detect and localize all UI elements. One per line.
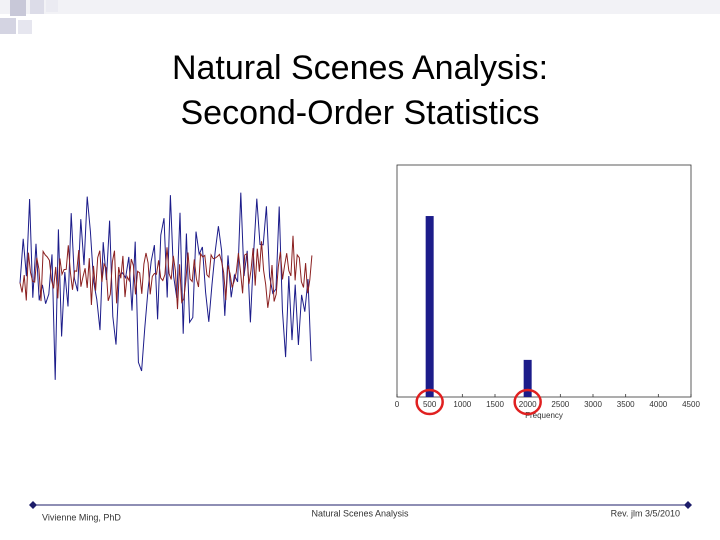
x-tick-label: 4500 [682, 400, 700, 409]
footer-topic: Natural Scenes Analysis [311, 508, 409, 518]
corner-decoration [0, 0, 720, 34]
waveform-trace [19, 235, 313, 310]
footer-rule [29, 501, 692, 509]
waveform-image [19, 192, 313, 380]
x-tick-label: 3000 [584, 400, 602, 409]
slide-title: Second-Order Statistics [180, 94, 539, 132]
slide-title: Natural Scenes Analysis: [172, 49, 548, 87]
x-tick-label: 1000 [453, 400, 471, 409]
x-axis-label: Frequency [525, 411, 563, 420]
bar [523, 359, 532, 397]
footer-author: Vivienne Ming, PhD [42, 512, 121, 522]
x-tick-label: 0 [395, 400, 400, 409]
plot-frame [396, 164, 692, 398]
x-tick-label: 500 [423, 400, 437, 409]
x-tick-label: 1500 [486, 400, 504, 409]
waveform-trace [19, 192, 312, 380]
x-tick-label: 2500 [551, 400, 569, 409]
highlight-circle [415, 388, 444, 416]
highlight-circle [513, 388, 542, 416]
chart: 0 500 1000 1500 2000 2500 3000 3500 4000 4500 Freq… [395, 216, 700, 420]
footer-revision: Rev. jlm 3/5/2010 [611, 508, 680, 518]
x-tick-label: 2000 [519, 400, 537, 409]
x-tick-label: 3500 [617, 400, 635, 409]
bar [425, 216, 434, 397]
x-tick-label: 4000 [649, 400, 667, 409]
